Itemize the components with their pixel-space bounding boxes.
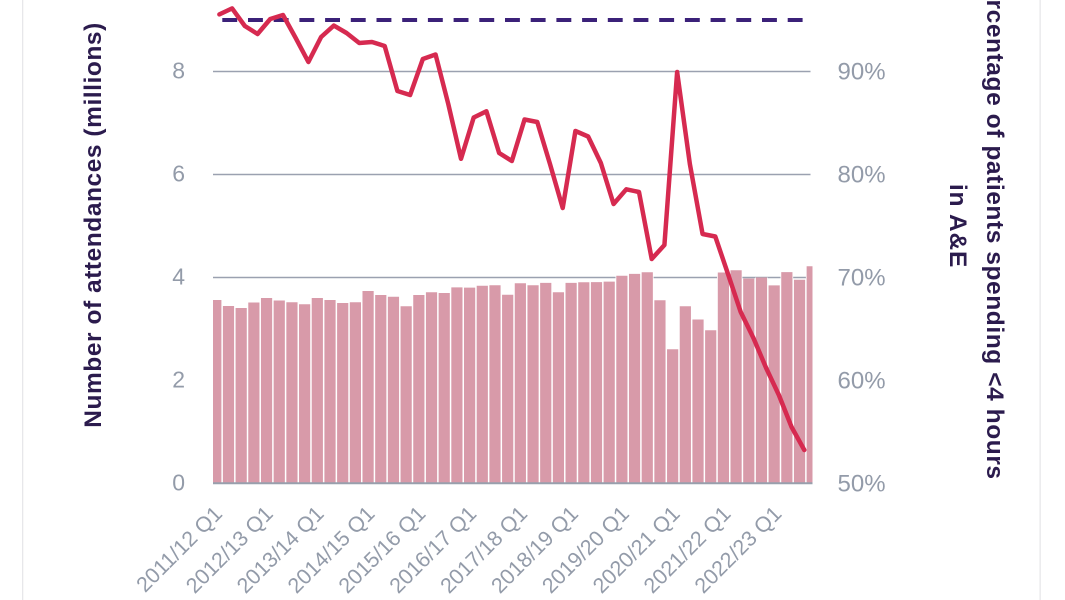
svg-text:0: 0 [172,470,185,496]
svg-text:4: 4 [172,264,185,290]
svg-text:60%: 60% [838,368,886,395]
svg-text:in A&E: in A&E [944,184,971,268]
svg-text:50%: 50% [838,471,886,498]
svg-text:80%: 80% [838,162,886,189]
svg-text:6: 6 [172,161,185,187]
svg-text:2: 2 [172,367,185,393]
svg-text:70%: 70% [838,265,886,292]
svg-text:Number of attendances (million: Number of attendances (millions) [80,22,107,428]
svg-text:Percentage of patients spendin: Percentage of patients spending <4 hours [981,0,1008,480]
svg-text:8: 8 [172,58,185,84]
svg-text:90%: 90% [838,59,886,86]
